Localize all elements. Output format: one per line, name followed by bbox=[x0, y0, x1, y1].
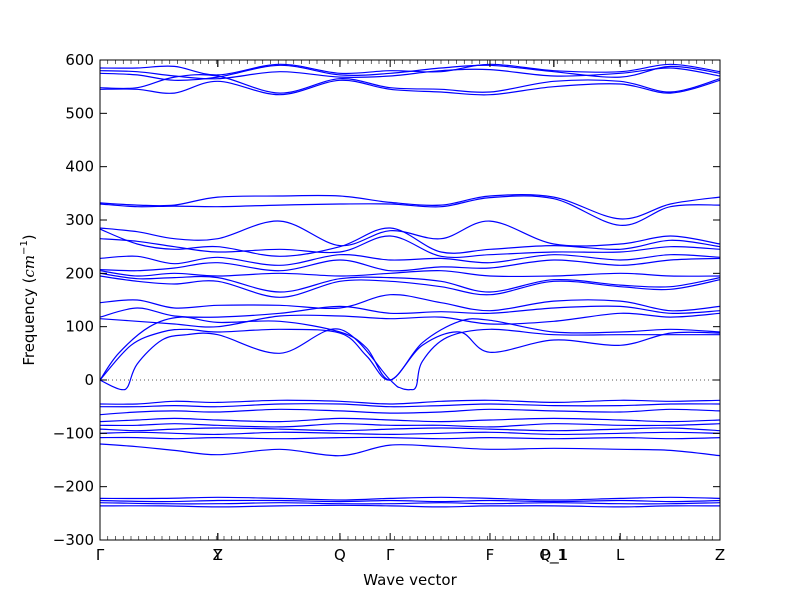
band-line-9 bbox=[99, 227, 721, 257]
band-line-30 bbox=[99, 443, 721, 457]
band-line-31 bbox=[99, 496, 721, 501]
band-line-5 bbox=[99, 63, 721, 76]
y-axis: −300 −200 −100 0 100 200 300 400 500 600 bbox=[53, 51, 720, 549]
band-line-23 bbox=[99, 403, 721, 408]
x-tick-label: Y bbox=[212, 546, 223, 564]
grid-layer bbox=[100, 60, 720, 540]
band-line-24 bbox=[99, 408, 721, 416]
band-line-2 bbox=[99, 64, 721, 81]
x-tick-label: Z bbox=[715, 546, 725, 564]
band-line-3 bbox=[99, 74, 721, 94]
band-line-22 bbox=[99, 399, 721, 405]
band-line-29 bbox=[99, 436, 721, 440]
y-tick-label: 300 bbox=[65, 211, 94, 229]
band-line-10 bbox=[99, 235, 721, 259]
y-axis-label-close: ) bbox=[20, 234, 38, 240]
band-line-8 bbox=[99, 220, 721, 247]
y-axis-label-exp: −1 bbox=[19, 240, 30, 255]
band-line-20 bbox=[99, 328, 721, 381]
y-tick-label: −200 bbox=[53, 478, 94, 496]
y-tick-label: 500 bbox=[65, 104, 94, 122]
y-tick-label: 400 bbox=[65, 158, 94, 176]
x-tick-label: P_1 bbox=[541, 546, 567, 565]
band-line-12 bbox=[99, 257, 721, 272]
x-tick-label: Q bbox=[334, 546, 346, 564]
y-tick-label: 0 bbox=[84, 371, 94, 389]
band-line-26 bbox=[99, 423, 721, 428]
y-tick-label: −100 bbox=[53, 424, 94, 442]
x-axis-label: Wave vector bbox=[363, 571, 457, 589]
x-tick-label: Γ bbox=[96, 546, 105, 564]
y-axis-label-text: Frequency ( bbox=[20, 278, 38, 366]
band-line-25 bbox=[99, 417, 721, 423]
x-tick-label: L bbox=[616, 546, 625, 564]
plot-frame bbox=[99, 59, 721, 541]
band-line-7 bbox=[99, 195, 721, 226]
band-line-33 bbox=[99, 502, 721, 505]
x-tick-label: F bbox=[486, 546, 495, 564]
x-tick-label: Q_1 bbox=[539, 546, 568, 565]
band-line-19 bbox=[99, 316, 721, 381]
band-line-16 bbox=[99, 294, 721, 312]
band-line-11 bbox=[99, 254, 721, 266]
y-axis-label: Frequency (cm−1) bbox=[19, 234, 38, 365]
band-line-34 bbox=[99, 504, 721, 508]
band-line-17 bbox=[99, 305, 721, 318]
band-line-6 bbox=[99, 194, 721, 220]
y-tick-label: 200 bbox=[65, 264, 94, 282]
band-line-21 bbox=[99, 328, 720, 391]
band-line-27 bbox=[99, 427, 721, 432]
band-line-1 bbox=[99, 67, 721, 80]
band-line-13 bbox=[99, 270, 721, 278]
band-line-28 bbox=[99, 431, 721, 436]
y-tick-label: 100 bbox=[65, 318, 94, 336]
x-tick-label: Z bbox=[213, 546, 223, 564]
band-line-32 bbox=[99, 499, 721, 503]
band-line-15 bbox=[99, 275, 721, 298]
band-line-4 bbox=[99, 79, 721, 96]
band-line-18 bbox=[99, 312, 721, 328]
y-tick-label: 600 bbox=[65, 51, 94, 69]
y-axis-label-unit: cm bbox=[20, 255, 38, 278]
band-line-14 bbox=[99, 272, 721, 293]
x-tick-label: Γ bbox=[386, 546, 395, 564]
x-axis: Γ YZ Q Γ F P_1Q_1 L Z bbox=[96, 60, 725, 565]
bands-layer bbox=[99, 63, 721, 508]
y-tick-label: −300 bbox=[53, 531, 94, 549]
